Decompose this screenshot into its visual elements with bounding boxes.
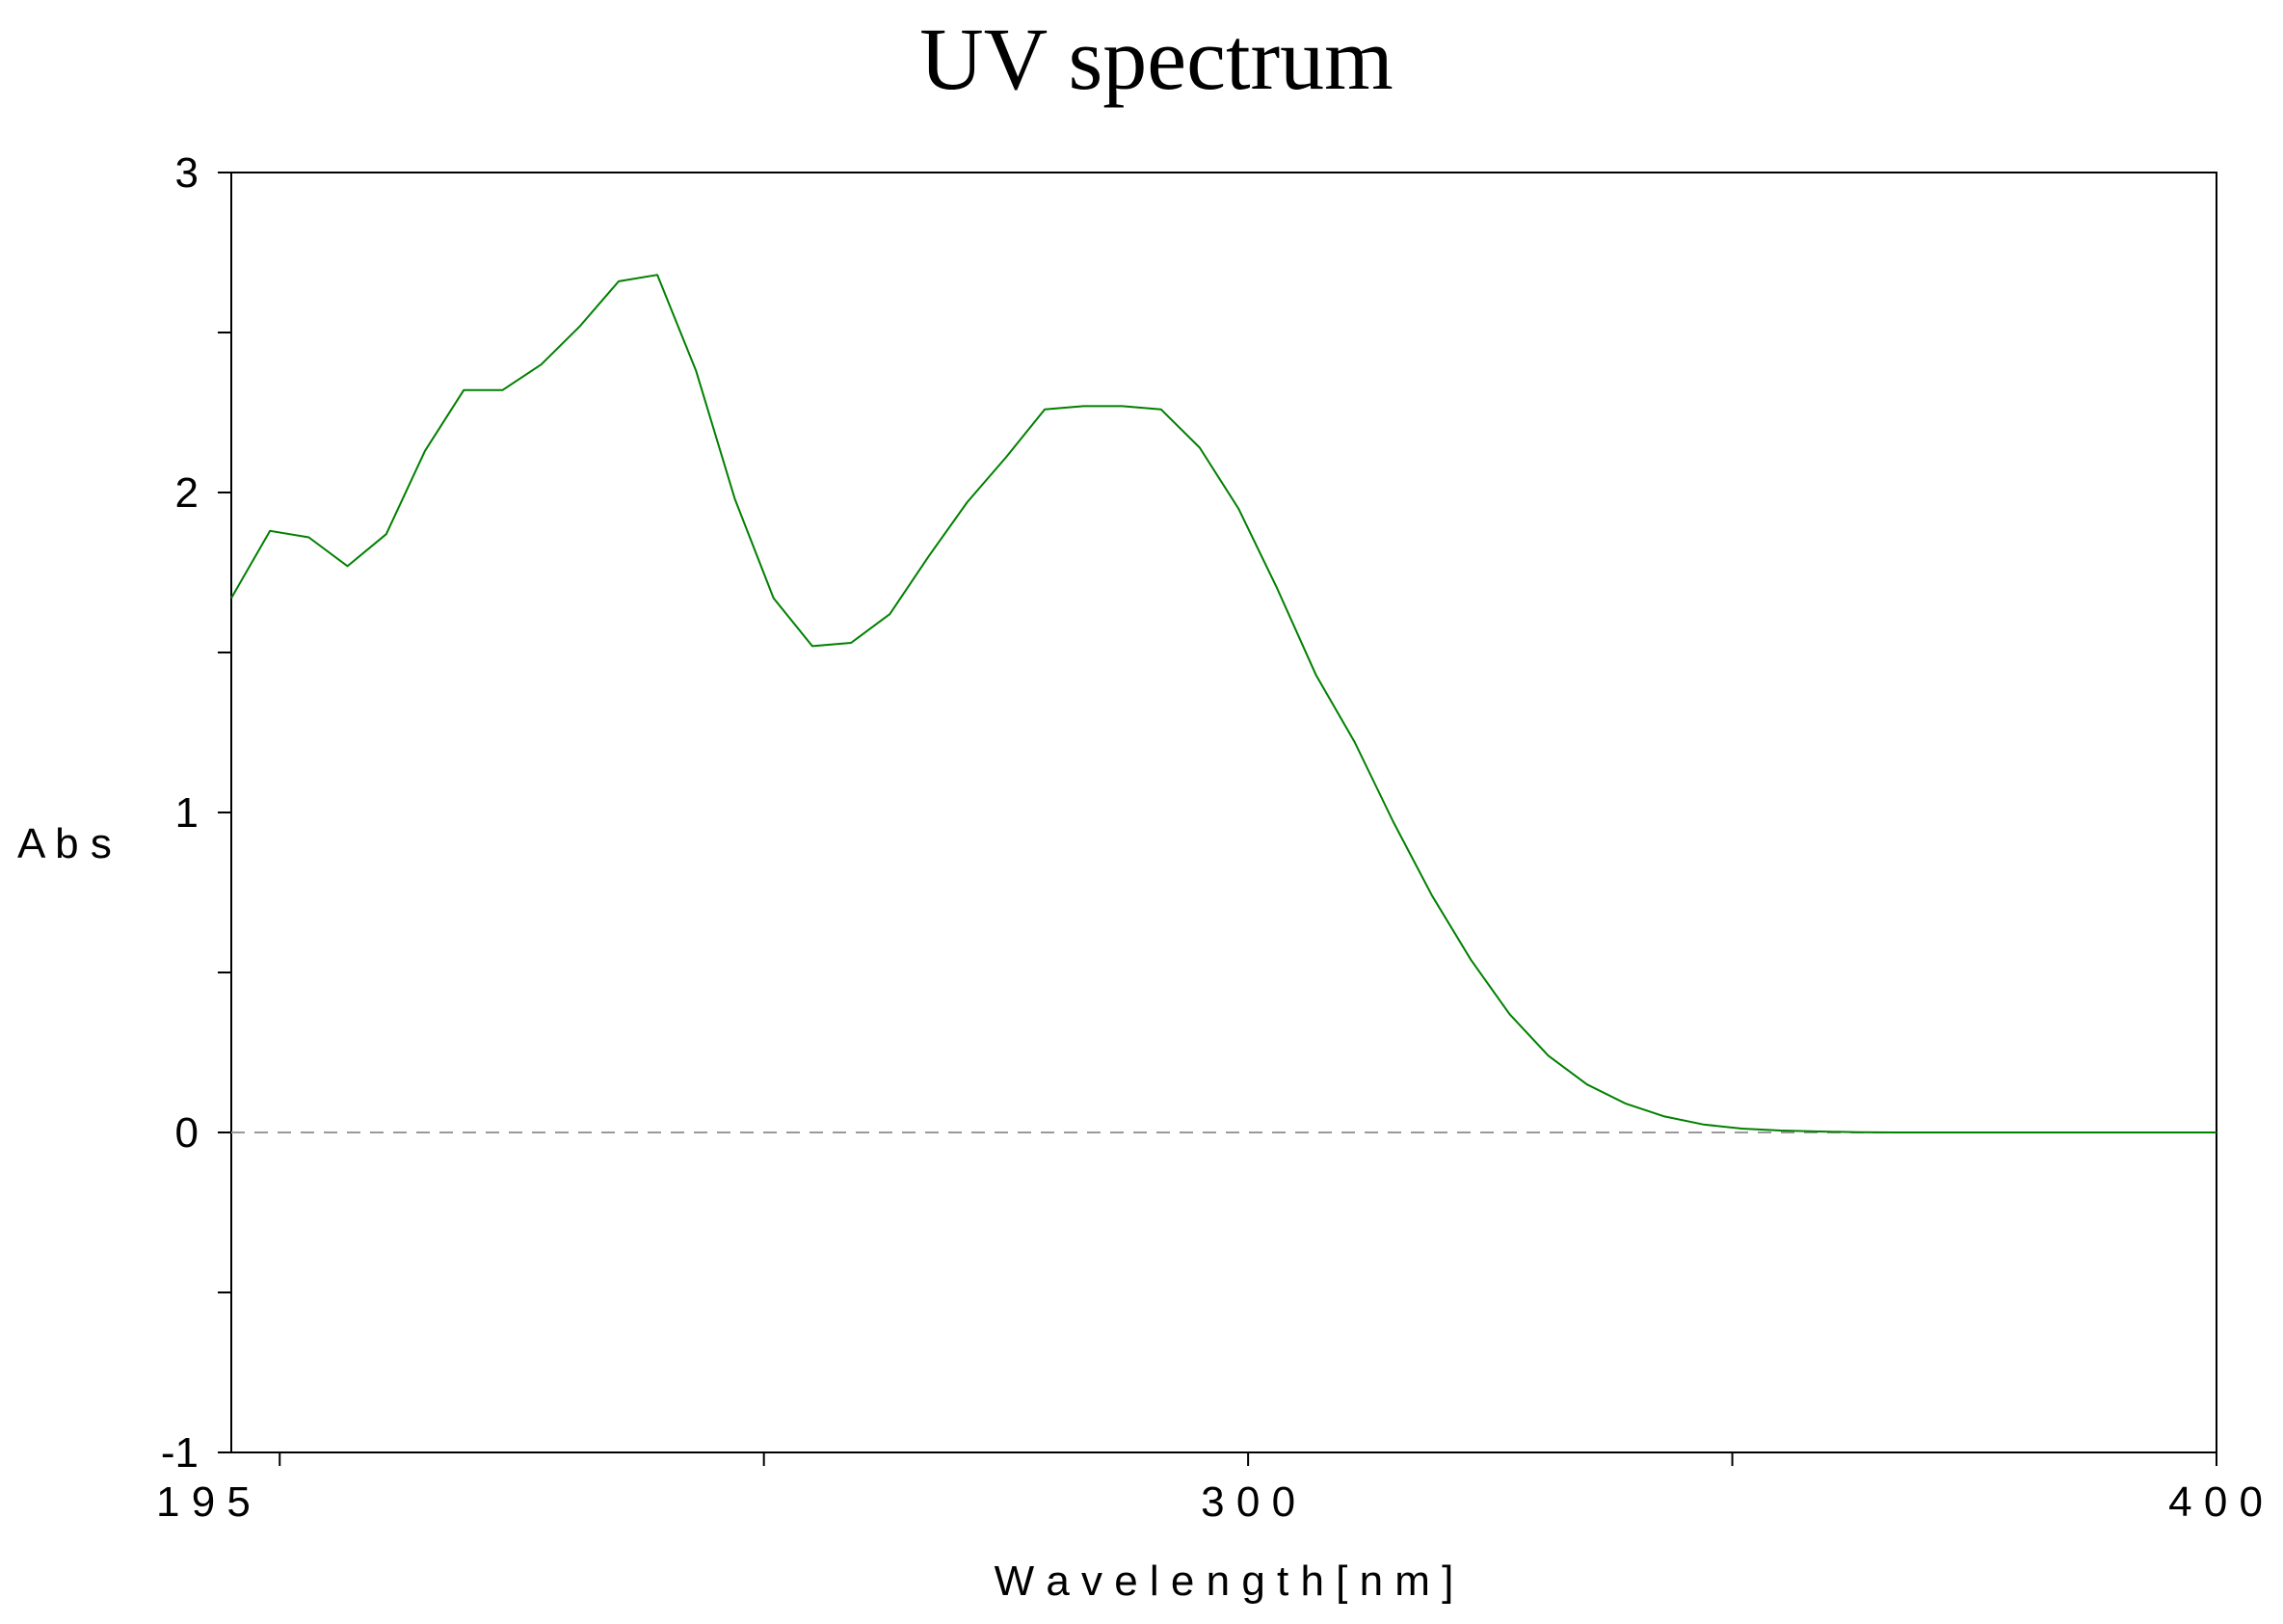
y-tick-label: 3 [175, 149, 199, 197]
plot-frame [230, 172, 2217, 1453]
axis-ticks [218, 172, 2217, 1466]
axis-tick-labels: -1 0 1 2 3 1 9 5 3 0 0 4 0 0 [156, 149, 2263, 1526]
y-tick-label: 1 [175, 789, 199, 837]
x-tick-label: 1 9 5 [156, 1478, 251, 1526]
y-tick-label: -1 [161, 1429, 199, 1477]
x-tick-label: 3 0 0 [1201, 1478, 1295, 1526]
y-tick-label: 0 [175, 1109, 199, 1157]
y-tick-label: 2 [175, 469, 199, 517]
x-axis-label: W a v e l e n g t h [ n m ] [995, 1557, 1454, 1605]
series-line [230, 274, 2217, 1133]
chart-title: UV spectrum [919, 10, 1393, 108]
x-tick-label: 4 0 0 [2168, 1478, 2263, 1526]
series-group [230, 274, 2217, 1133]
y-axis-label: A b s [17, 820, 112, 867]
